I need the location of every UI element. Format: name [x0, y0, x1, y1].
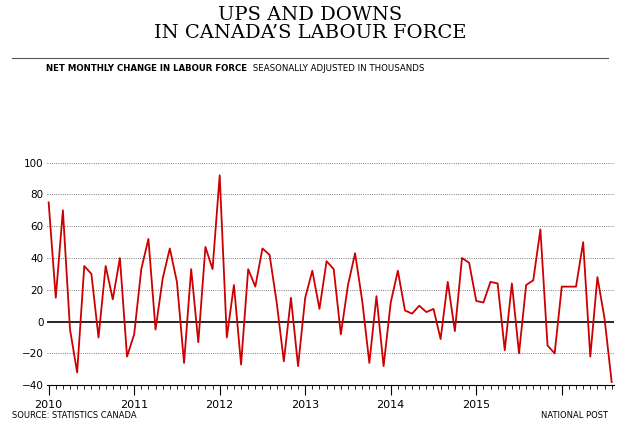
Text: SOURCE: STATISTICS CANADA: SOURCE: STATISTICS CANADA [12, 411, 137, 420]
Text: UPS AND DOWNS: UPS AND DOWNS [218, 6, 402, 24]
Text: NATIONAL POST: NATIONAL POST [541, 411, 608, 420]
Text: IN CANADA’S LABOUR FORCE: IN CANADA’S LABOUR FORCE [154, 24, 466, 42]
Text: NET MONTHLY CHANGE IN LABOUR FORCE: NET MONTHLY CHANGE IN LABOUR FORCE [46, 64, 247, 73]
Text: SEASONALLY ADJUSTED IN THOUSANDS: SEASONALLY ADJUSTED IN THOUSANDS [250, 64, 424, 73]
